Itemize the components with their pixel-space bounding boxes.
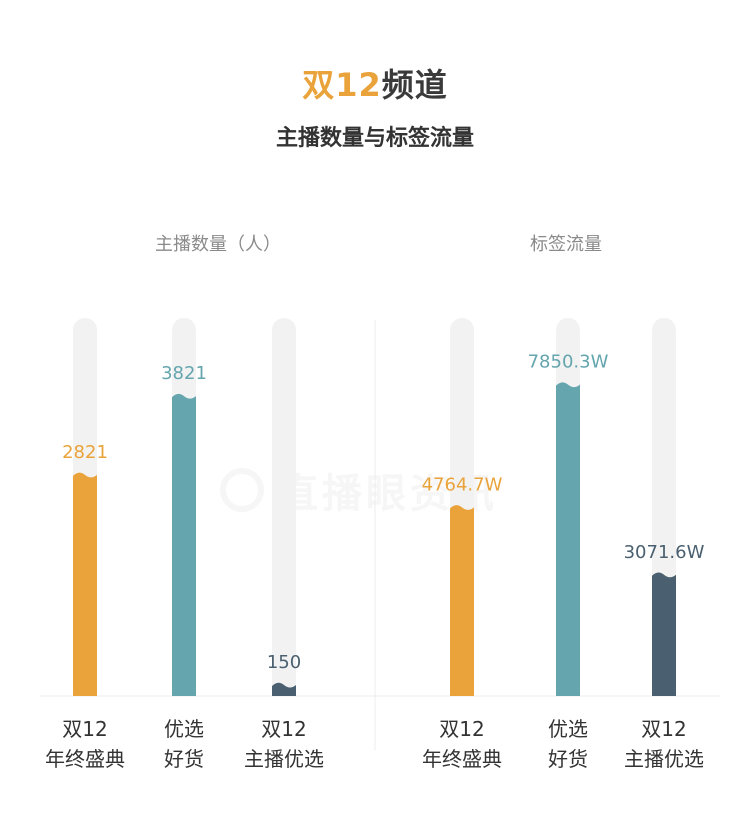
left-panel-title: 主播数量（人） [155, 234, 281, 255]
title-rest: 频道 [381, 66, 448, 104]
right-panel-title: 标签流量 [530, 234, 602, 255]
bar [450, 505, 474, 696]
data-label: 2821 [62, 442, 108, 463]
bar-track [272, 318, 296, 696]
x-tick-label: 双12 年终盛典 [45, 717, 125, 771]
bar [172, 393, 196, 696]
chart-subtitle: 主播数量与标签流量 [275, 126, 474, 151]
bar [556, 382, 580, 696]
data-label: 3071.6W [624, 542, 705, 563]
title-accent: 双12 [302, 66, 382, 104]
x-tick-label: 优选 好货 [164, 717, 204, 771]
watermark-logo-icon [220, 468, 264, 512]
bar [272, 682, 296, 696]
x-tick-label: 双12 年终盛典 [422, 717, 502, 771]
bar [73, 472, 97, 696]
data-label: 150 [267, 652, 301, 673]
x-tick-label: 优选 好货 [548, 717, 588, 771]
x-tick-label: 双12 主播优选 [244, 717, 324, 771]
data-label: 4764.7W [422, 474, 503, 495]
chart-main-title: 双12频道 [0, 60, 750, 106]
data-label: 7850.3W [528, 352, 609, 373]
data-label: 3821 [161, 363, 207, 384]
bar [652, 572, 676, 696]
x-tick-label: 双12 主播优选 [624, 717, 704, 771]
